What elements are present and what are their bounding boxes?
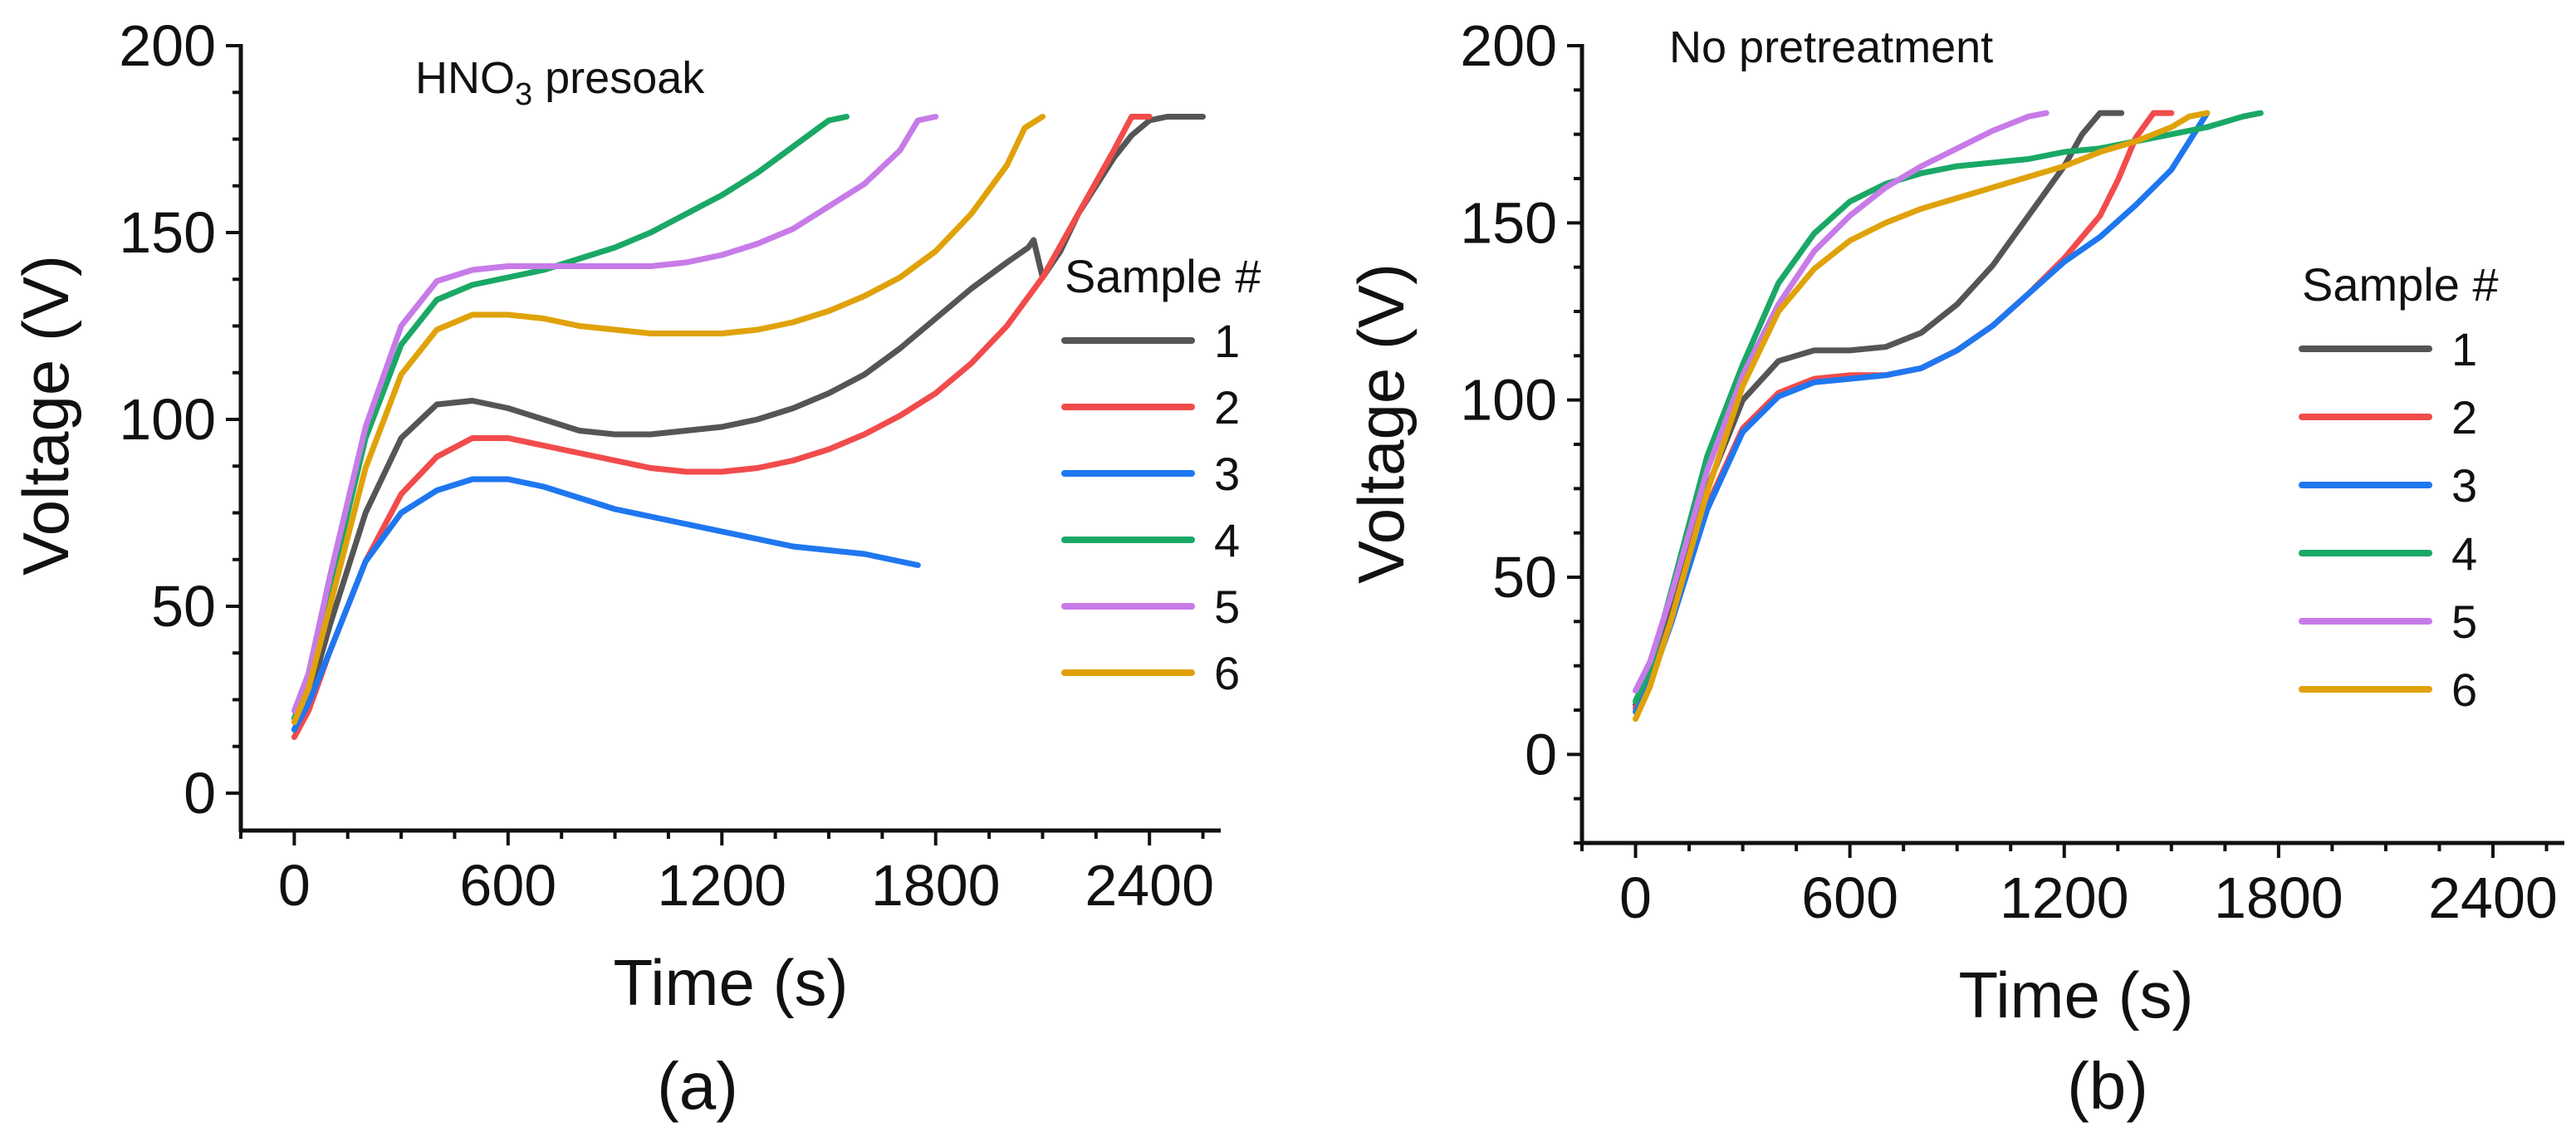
- legend-title-b: Sample #: [2302, 258, 2499, 311]
- legend-label-sample-5: 5: [2451, 595, 2477, 648]
- y-ticks-b: 0 50 100 150 200: [1460, 13, 1582, 845]
- legend-label-sample-1: 1: [2451, 323, 2477, 375]
- legend-label-sample-4: 4: [2451, 527, 2477, 580]
- y-tick-label-b: 150: [1460, 190, 1557, 255]
- x-tick-label-a: 0: [278, 853, 311, 918]
- x-tick-label-a: 1800: [871, 853, 1001, 918]
- x-tick-label-b: 2400: [2428, 865, 2558, 930]
- legend-a: Sample # 1 2 3 4 5 6: [1061, 250, 1261, 699]
- x-tick-label-a: 600: [459, 853, 556, 918]
- legend-label-sample-2: 2: [1214, 381, 1240, 434]
- y-axis-title-b: Voltage (V): [1344, 263, 1418, 584]
- x-ticks-a: 0 600 1200 1800 2400: [239, 831, 1214, 918]
- x-tick-label-b: 1200: [2000, 865, 2129, 930]
- chart-panel-a: 0 600 1200 1800 2400 0 50 100 150 200 HNO3 preso…: [9, 13, 1261, 1123]
- series-line-sample-6: [291, 114, 1046, 725]
- y-tick-label-a: 150: [119, 200, 216, 265]
- series-line-sample-1: [291, 114, 1206, 733]
- legend-label-sample-6: 6: [2451, 664, 2477, 716]
- series-line-sample-3: [1633, 110, 2211, 715]
- legend-label-sample-2: 2: [2451, 391, 2477, 443]
- series-line-sample-3: [291, 476, 921, 733]
- x-tick-label-b: 0: [1619, 865, 1652, 930]
- panel-a-annotation: HNO3 presoak: [415, 53, 705, 112]
- axes-frame-a: [238, 44, 1221, 833]
- series-line-sample-1: [1633, 110, 2125, 708]
- legend-label-sample-5: 5: [1214, 581, 1240, 633]
- legend-label-sample-3: 3: [2451, 459, 2477, 512]
- y-ticks-a: 0 50 100 150 200: [119, 13, 241, 826]
- series-group-b: [1633, 110, 2264, 723]
- series-group-a: [291, 114, 1206, 740]
- series-line-sample-5: [1633, 110, 2050, 693]
- x-tick-label-a: 1200: [657, 853, 786, 918]
- series-line-sample-2: [291, 114, 1153, 740]
- x-axis-title-a: Time (s): [613, 946, 848, 1019]
- y-tick-label-b: 100: [1460, 368, 1557, 433]
- y-tick-label-a: 200: [119, 13, 216, 78]
- y-tick-label-b: 0: [1525, 722, 1557, 787]
- x-axis-title-b: Time (s): [1958, 958, 2193, 1032]
- y-axis-title-a: Voltage (V): [9, 255, 82, 576]
- y-tick-label-a: 100: [119, 387, 216, 452]
- chart-panel-b: 0 600 1200 1800 2400 0 50 100 150 200 No pretrea…: [1344, 13, 2564, 1123]
- y-tick-label-a: 0: [184, 761, 216, 826]
- legend-label-sample-6: 6: [1214, 647, 1240, 699]
- x-tick-label-b: 1800: [2214, 865, 2343, 930]
- x-tick-label-b: 600: [1801, 865, 1898, 930]
- y-tick-label-b: 200: [1460, 13, 1557, 78]
- legend-label-sample-3: 3: [1214, 448, 1240, 500]
- panel-label-b: (b): [2067, 1049, 2148, 1123]
- series-line-sample-4: [1633, 110, 2264, 704]
- y-tick-label-a: 50: [151, 574, 216, 639]
- legend-b: Sample # 1 2 3 4 5 6: [2299, 258, 2499, 716]
- x-ticks-b: 0 600 1200 1800 2400: [1580, 843, 2558, 930]
- panel-b-annotation: No pretreatment: [1669, 22, 1993, 72]
- series-line-sample-5: [291, 114, 939, 714]
- panel-label-a: (a): [657, 1049, 738, 1123]
- legend-title-a: Sample #: [1065, 250, 1261, 302]
- x-tick-label-a: 2400: [1085, 853, 1214, 918]
- y-tick-label-b: 50: [1492, 545, 1557, 610]
- series-line-sample-6: [1633, 110, 2211, 723]
- series-line-sample-2: [1633, 110, 2175, 712]
- legend-label-sample-4: 4: [1214, 514, 1240, 566]
- legend-label-sample-1: 1: [1214, 315, 1240, 367]
